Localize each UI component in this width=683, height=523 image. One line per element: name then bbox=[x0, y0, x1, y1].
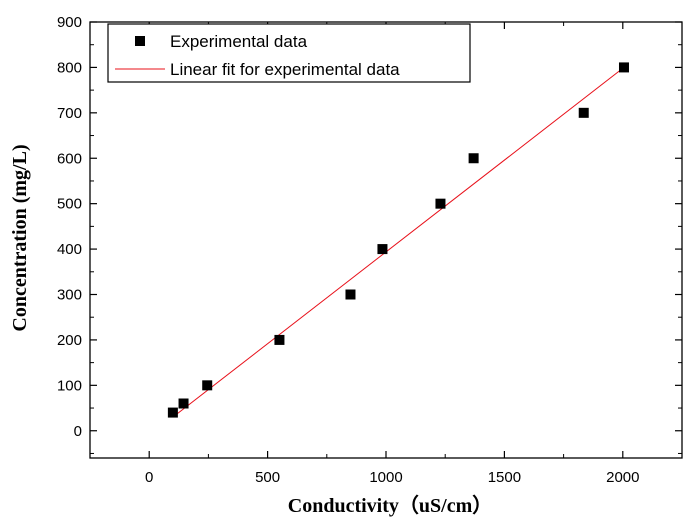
plot-frame bbox=[89, 21, 683, 459]
y-tick-label: 900 bbox=[57, 14, 82, 31]
legend-label-fit: Linear fit for experimental data bbox=[170, 60, 400, 79]
data-point bbox=[274, 334, 285, 345]
y-tick-label: 300 bbox=[57, 287, 82, 304]
data-point bbox=[468, 153, 479, 164]
x-tick-label: 500 bbox=[255, 469, 280, 486]
data-point bbox=[618, 62, 629, 73]
x-tick-label: 1500 bbox=[488, 469, 521, 486]
x-tick-label: 0 bbox=[145, 469, 153, 486]
y-axis-title: Concentration (mg/L) bbox=[9, 144, 31, 331]
y-tick-label: 600 bbox=[57, 150, 82, 167]
y-tick-label: 500 bbox=[57, 196, 82, 213]
data-point bbox=[345, 289, 356, 300]
data-point bbox=[202, 380, 213, 391]
minor-ticks bbox=[90, 22, 682, 458]
data-point bbox=[167, 407, 178, 418]
major-ticks bbox=[90, 21, 682, 458]
data-point bbox=[578, 107, 589, 118]
y-tick-label: 400 bbox=[57, 241, 82, 258]
plot-border bbox=[89, 21, 683, 459]
y-tick-label: 700 bbox=[57, 105, 82, 122]
legend-box bbox=[107, 23, 471, 83]
y-tick-label: 100 bbox=[57, 377, 82, 394]
x-tick-label: 2000 bbox=[606, 469, 639, 486]
tick-labels: 0 500 1000 1500 2000 0 100 200 300 400 500 600 700 80… bbox=[57, 14, 640, 486]
y-tick-label: 0 bbox=[74, 423, 82, 440]
series-layer bbox=[167, 62, 629, 418]
data-point bbox=[377, 244, 388, 255]
x-axis-title: Conductivity（uS/cm） bbox=[288, 494, 492, 517]
legend-label-experimental: Experimental data bbox=[170, 32, 308, 51]
data-point bbox=[435, 198, 446, 209]
y-tick-label: 200 bbox=[57, 332, 82, 349]
x-tick-label: 1000 bbox=[369, 469, 402, 486]
fit-line bbox=[172, 67, 625, 418]
legend: Experimental data Linear fit for experim… bbox=[107, 23, 471, 83]
data-point bbox=[178, 398, 189, 409]
legend-marker-experimental bbox=[135, 36, 145, 46]
y-tick-label: 800 bbox=[57, 59, 82, 76]
